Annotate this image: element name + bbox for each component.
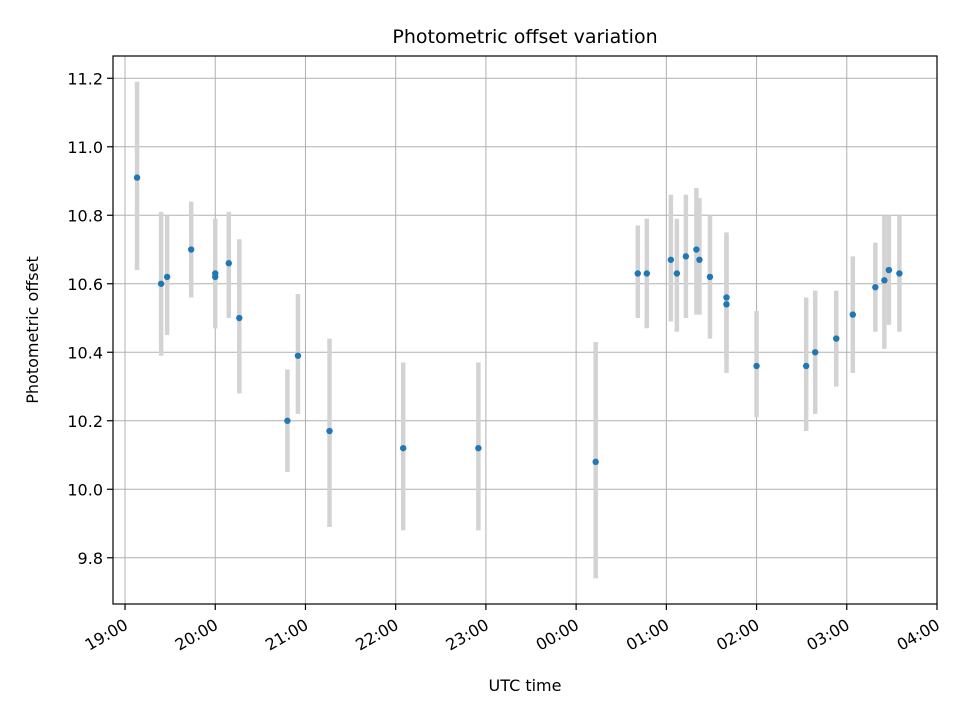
data-point — [667, 256, 675, 263]
data-point — [881, 277, 888, 284]
y-axis-label: Photometric offset — [23, 256, 42, 404]
data-point — [849, 311, 856, 318]
y-tick-label: 10.4 — [67, 343, 103, 362]
data-point — [163, 273, 171, 281]
data-point — [723, 294, 730, 301]
data-point — [225, 260, 232, 267]
data-point — [643, 270, 650, 277]
data-point — [802, 362, 810, 370]
data-point — [696, 256, 703, 263]
plot-frame — [112, 55, 938, 605]
data-point — [187, 246, 195, 253]
data-point — [634, 270, 641, 277]
data-points — [133, 174, 903, 466]
x-axis-label: UTC time — [489, 676, 562, 695]
data-point — [872, 283, 879, 291]
y-tick-label: 10.2 — [67, 412, 103, 431]
y-tick-label: 11.0 — [67, 138, 103, 157]
data-point — [236, 314, 243, 322]
chart-title: Photometric offset variation — [392, 26, 657, 48]
data-point — [673, 270, 681, 277]
data-point — [212, 273, 219, 281]
data-point — [833, 335, 840, 342]
y-tick-label: 11.2 — [67, 69, 103, 88]
data-point — [885, 266, 893, 274]
data-point — [693, 246, 700, 253]
data-point — [326, 427, 333, 435]
data-point — [284, 417, 291, 424]
y-tick-label: 10.6 — [67, 275, 103, 294]
data-point — [706, 273, 714, 281]
data-point — [400, 444, 407, 452]
y-tick-label: 9.8 — [78, 549, 103, 568]
data-point — [682, 253, 690, 260]
data-point — [294, 352, 302, 359]
data-point — [896, 270, 903, 277]
data-point — [133, 174, 141, 181]
y-tick-label: 10.8 — [67, 206, 103, 225]
y-axis-ticks: 9.8 10.0 10.2 10.4 10.6 10.8 11.0 11.2 — [67, 69, 113, 568]
data-point — [475, 444, 482, 452]
data-point — [753, 362, 760, 370]
y-tick-label: 10.0 — [67, 480, 103, 499]
data-point — [723, 301, 730, 308]
data-point — [592, 458, 599, 466]
data-point — [812, 349, 819, 356]
data-point — [157, 280, 165, 287]
